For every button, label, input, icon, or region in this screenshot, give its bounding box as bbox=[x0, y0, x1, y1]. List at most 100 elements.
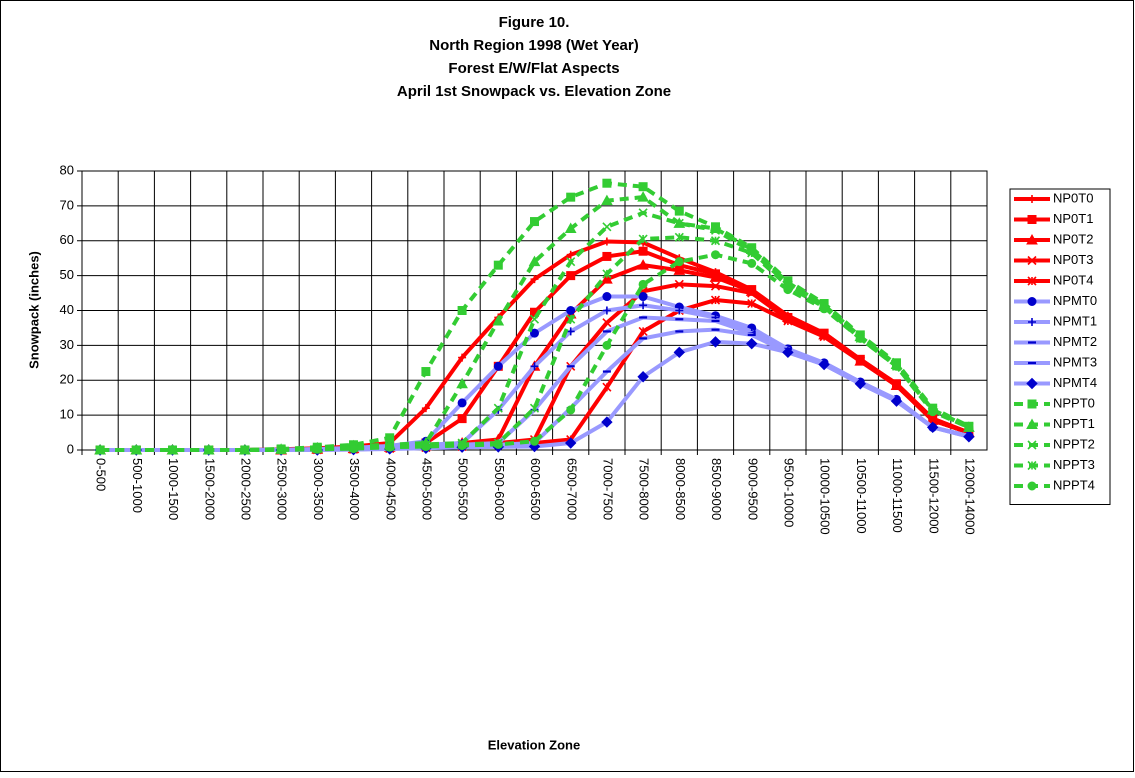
data-point bbox=[711, 250, 720, 260]
data-point bbox=[890, 395, 903, 407]
legend-label: NPPT4 bbox=[1053, 477, 1095, 492]
data-point bbox=[530, 436, 539, 446]
data-point bbox=[566, 271, 576, 281]
data-point bbox=[602, 269, 612, 279]
data-point bbox=[457, 398, 467, 408]
x-tick-label: 1000-1500 bbox=[166, 458, 181, 520]
data-point bbox=[602, 251, 612, 261]
data-point bbox=[782, 346, 794, 359]
data-point bbox=[638, 246, 648, 256]
data-point bbox=[601, 273, 613, 284]
data-point bbox=[457, 414, 467, 424]
x-tick-label: 3500-4000 bbox=[347, 458, 362, 520]
x-tick-label: 6000-6500 bbox=[528, 458, 543, 520]
data-point bbox=[276, 445, 286, 455]
y-tick-label: 50 bbox=[60, 267, 74, 282]
x-tick-label: 9500-10000 bbox=[781, 458, 796, 527]
data-point bbox=[638, 208, 648, 218]
x-tick-label: 4000-4500 bbox=[383, 458, 398, 520]
y-tick-label: 0 bbox=[67, 441, 74, 456]
data-point bbox=[530, 217, 539, 227]
data-point bbox=[710, 236, 721, 246]
data-point bbox=[747, 298, 757, 309]
legend-marker bbox=[1026, 233, 1038, 245]
x-tick-label: 2500-3000 bbox=[275, 458, 290, 520]
data-point bbox=[421, 367, 431, 377]
data-point bbox=[709, 271, 722, 282]
y-axis-label: Snowpack (inches) bbox=[26, 251, 41, 369]
legend-marker bbox=[1026, 377, 1038, 390]
data-point bbox=[566, 257, 576, 267]
data-point bbox=[855, 333, 865, 343]
legend-label: NPMT4 bbox=[1053, 375, 1097, 390]
data-point bbox=[674, 218, 684, 228]
data-point bbox=[601, 194, 613, 206]
x-tick-label: 2000-2500 bbox=[238, 458, 253, 520]
x-tick-label: 12000-14000 bbox=[962, 458, 977, 535]
x-tick-label: 0-500 bbox=[94, 458, 109, 491]
data-point bbox=[602, 306, 611, 315]
data-point bbox=[566, 405, 576, 415]
legend-label: NPMT3 bbox=[1053, 354, 1097, 369]
data-point bbox=[602, 178, 612, 188]
data-point bbox=[131, 445, 141, 455]
data-point bbox=[710, 225, 721, 235]
x-tick-label: 10000-10500 bbox=[818, 458, 833, 535]
data-point bbox=[456, 377, 468, 389]
x-tick-label: 5000-5500 bbox=[456, 458, 471, 520]
data-point bbox=[745, 337, 758, 350]
legend-label: NPPT2 bbox=[1053, 436, 1095, 451]
data-point bbox=[602, 340, 612, 350]
legend-marker bbox=[1028, 195, 1036, 203]
data-point bbox=[530, 275, 539, 284]
data-point bbox=[637, 259, 649, 270]
data-point bbox=[564, 437, 577, 449]
data-point bbox=[385, 442, 395, 452]
data-point bbox=[168, 445, 177, 455]
data-point bbox=[674, 206, 684, 216]
data-point bbox=[675, 306, 684, 315]
data-point bbox=[637, 371, 649, 383]
data-point bbox=[493, 260, 503, 270]
y-tick-label: 70 bbox=[60, 197, 74, 212]
legend-label: NPMT0 bbox=[1053, 293, 1097, 308]
legend-label: NP0T2 bbox=[1053, 231, 1093, 246]
legend-marker bbox=[1028, 318, 1036, 326]
data-point bbox=[421, 442, 431, 452]
data-point bbox=[457, 440, 467, 450]
chart-title: North Region 1998 (Wet Year) bbox=[429, 37, 639, 54]
data-point bbox=[602, 382, 612, 392]
legend-marker bbox=[1026, 418, 1038, 429]
data-point bbox=[638, 326, 648, 336]
legend-label: NPMT1 bbox=[1053, 313, 1097, 328]
legend-marker bbox=[1027, 215, 1037, 224]
data-point bbox=[892, 361, 901, 371]
data-point bbox=[819, 304, 829, 314]
data-point bbox=[673, 346, 686, 359]
data-point bbox=[855, 356, 865, 366]
data-point bbox=[710, 295, 721, 305]
x-tick-label: 7000-7500 bbox=[600, 458, 615, 520]
data-point bbox=[349, 444, 358, 454]
data-point bbox=[891, 380, 902, 391]
chart-title: April 1st Snowpack vs. Elevation Zone bbox=[397, 83, 671, 100]
legend-label: NPMT2 bbox=[1053, 334, 1097, 349]
data-point bbox=[602, 292, 612, 302]
data-point bbox=[564, 222, 577, 234]
legend-marker bbox=[1027, 399, 1037, 409]
data-point bbox=[854, 378, 867, 390]
data-point bbox=[530, 328, 539, 338]
data-point bbox=[95, 445, 105, 455]
x-tick-label: 500-1000 bbox=[130, 458, 145, 513]
y-tick-label: 80 bbox=[60, 162, 74, 177]
legend-marker bbox=[1027, 440, 1037, 450]
x-axis-label: Elevation Zone bbox=[488, 737, 580, 752]
data-point bbox=[204, 445, 214, 455]
x-tick-label: 11000-11500 bbox=[890, 458, 905, 533]
chart-title: Forest E/W/Flat Aspects bbox=[448, 60, 619, 77]
x-tick-label: 4500-5000 bbox=[419, 458, 434, 520]
y-tick-label: 30 bbox=[60, 337, 74, 352]
x-tick-label: 3000-3500 bbox=[311, 458, 326, 520]
legend-label: NPPT0 bbox=[1053, 395, 1095, 410]
